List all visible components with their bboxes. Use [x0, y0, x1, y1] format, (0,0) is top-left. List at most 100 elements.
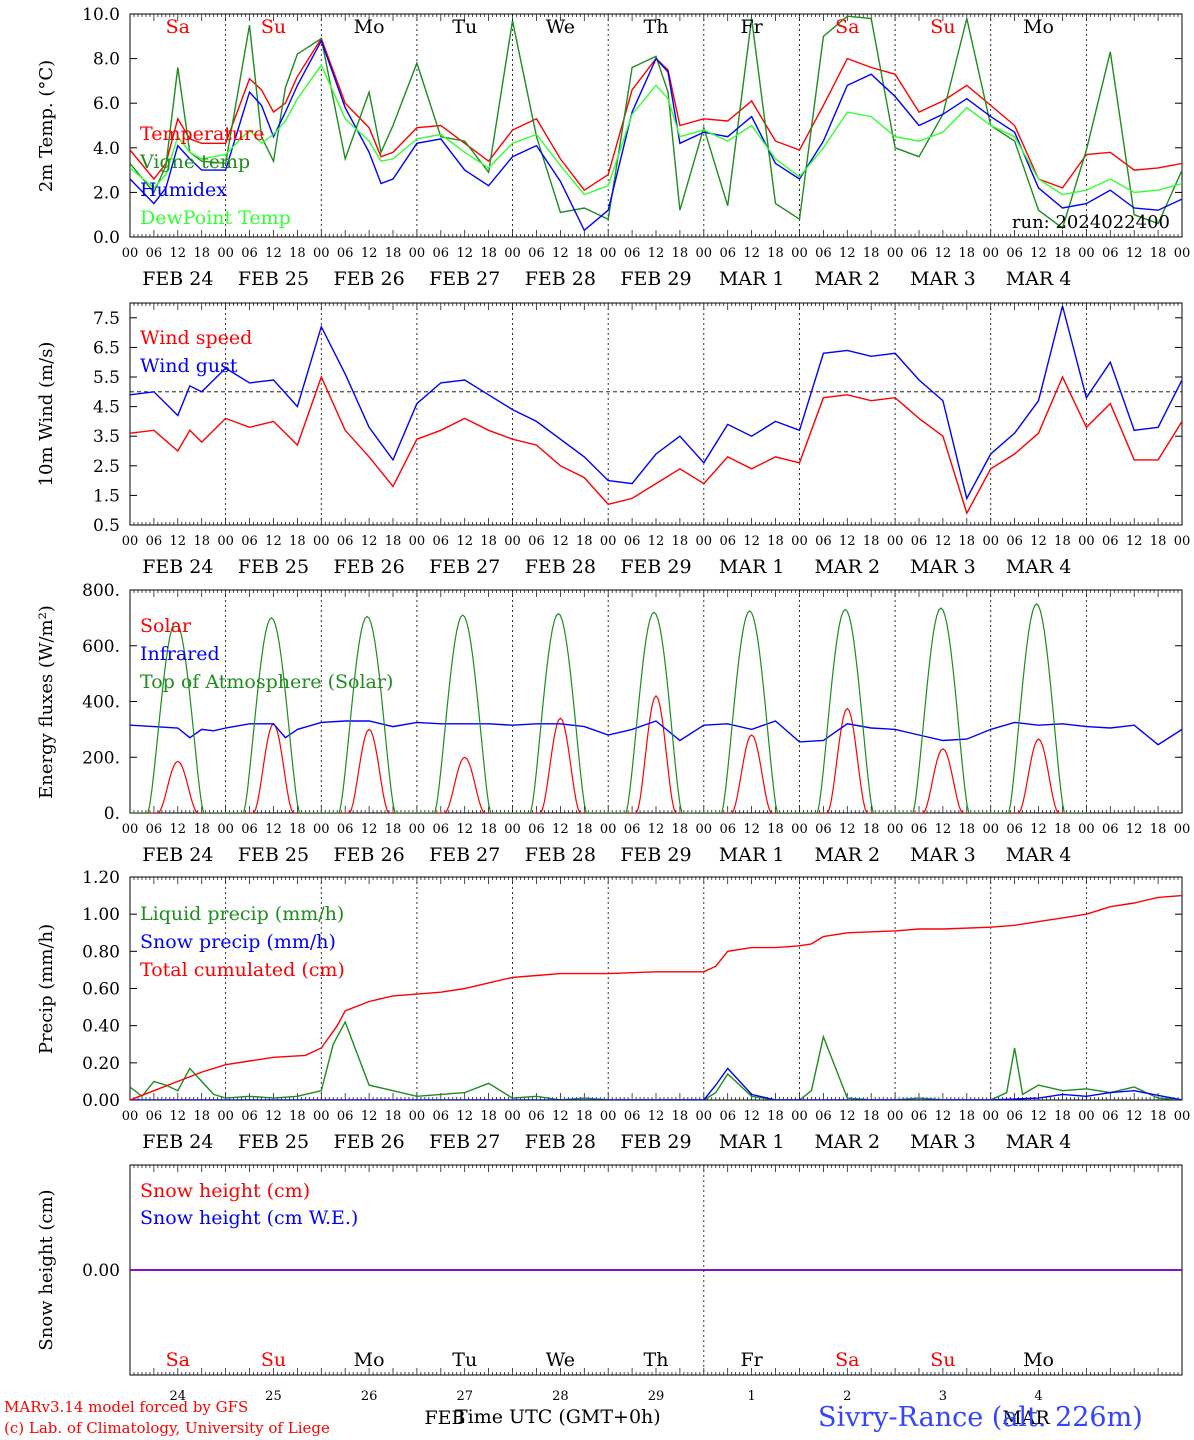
hour-label: 00 — [982, 1109, 999, 1124]
hour-label: 12 — [170, 534, 187, 549]
hour-label: 00 — [122, 534, 139, 549]
hour-label: 12 — [743, 246, 760, 261]
date-label: MAR 2 — [814, 1131, 880, 1153]
hour-label: 00 — [1174, 246, 1191, 261]
date-label: FEB 29 — [620, 1131, 691, 1153]
date-label: FEB 24 — [142, 268, 213, 290]
hour-label: 00 — [409, 246, 426, 261]
hour-label: 18 — [480, 822, 497, 837]
y-tick-label: 2.5 — [93, 457, 120, 477]
hour-label: 00 — [1174, 1109, 1191, 1124]
day-name-top: Sa — [835, 16, 859, 38]
hour-label: 12 — [456, 822, 473, 837]
hour-label: 00 — [409, 822, 426, 837]
hour-label: 12 — [839, 534, 856, 549]
hour-label: 12 — [1030, 822, 1047, 837]
series-dewpoint-temp — [130, 63, 1182, 196]
hour-label: 12 — [361, 246, 378, 261]
date-label: MAR 3 — [910, 268, 976, 290]
x-axis-title: Time UTC (GMT+0h) — [455, 1406, 661, 1428]
hour-label: 00 — [1174, 822, 1191, 837]
hour-label: 06 — [624, 534, 641, 549]
y-tick-label: 1.5 — [93, 486, 120, 506]
series-vigne-temp — [130, 15, 1182, 230]
hour-label: 06 — [719, 534, 736, 549]
hour-label: 06 — [337, 822, 354, 837]
hour-label: 18 — [193, 534, 210, 549]
hour-label: 00 — [791, 534, 808, 549]
day-number: 3 — [939, 1389, 947, 1404]
hour-label: 18 — [1150, 534, 1167, 549]
hour-label: 00 — [600, 534, 617, 549]
hour-label: 06 — [719, 246, 736, 261]
legend-entry: DewPoint Temp — [140, 207, 291, 229]
day-name-bottom: Su — [930, 1349, 955, 1371]
hour-label: 00 — [791, 1109, 808, 1124]
panel-3: 0. 200. 400. 600. 800. Energy fluxes (W/m²) 00… — [36, 581, 1190, 866]
legend-entry: Infrared — [140, 643, 220, 665]
hour-label: 00 — [217, 246, 234, 261]
hour-label: 18 — [480, 534, 497, 549]
day-name-top: We — [546, 16, 575, 38]
hour-label: 00 — [122, 246, 139, 261]
date-label: MAR 2 — [814, 556, 880, 578]
day-name-bottom: We — [546, 1349, 575, 1371]
lab-credit: (c) Lab. of Climatology, University of L… — [4, 1419, 330, 1437]
hour-label: 00 — [504, 246, 521, 261]
hour-label: 12 — [743, 822, 760, 837]
date-label: MAR 4 — [1006, 1131, 1072, 1153]
hour-label: 00 — [887, 1109, 904, 1124]
hour-label: 12 — [743, 1109, 760, 1124]
date-label: MAR 1 — [719, 844, 785, 866]
series-wind-speed — [130, 375, 1182, 516]
hour-label: 06 — [528, 246, 545, 261]
y-tick-label: 0.60 — [82, 980, 120, 1000]
date-label: FEB 26 — [333, 1131, 404, 1153]
hour-label: 18 — [1054, 534, 1071, 549]
month-label: MAR — [1002, 1407, 1050, 1429]
date-label: MAR 1 — [719, 1131, 785, 1153]
hour-label: 12 — [935, 822, 952, 837]
hour-label: 18 — [480, 246, 497, 261]
y-tick-label: 4.0 — [93, 139, 120, 159]
hour-label: 06 — [433, 822, 450, 837]
hour-label: 00 — [982, 822, 999, 837]
date-label: FEB 26 — [333, 844, 404, 866]
legend-entry: Vigne temp — [139, 151, 250, 173]
hour-label: 06 — [146, 822, 163, 837]
y-tick-label: 3.5 — [93, 427, 120, 447]
hour-label: 12 — [361, 1109, 378, 1124]
hour-label: 12 — [1030, 534, 1047, 549]
date-label: FEB 27 — [429, 268, 500, 290]
series-total-cumulated-cm — [130, 894, 1182, 1100]
y-tick-label: 0. — [104, 804, 120, 824]
hour-label: 00 — [600, 822, 617, 837]
panel-2: 0.5 1.5 2.5 3.5 4.5 5.5 6.5 7.5 10m Wind (m/s) 00… — [36, 302, 1190, 578]
hour-label: 00 — [409, 1109, 426, 1124]
hour-label: 06 — [241, 822, 258, 837]
hour-label: 00 — [217, 822, 234, 837]
hour-label: 12 — [1030, 1109, 1047, 1124]
date-label: FEB 27 — [429, 1131, 500, 1153]
hour-label: 18 — [193, 1109, 210, 1124]
y-axis-label: 10m Wind (m/s) — [36, 342, 57, 487]
hour-label: 18 — [385, 822, 402, 837]
hour-label: 00 — [122, 1109, 139, 1124]
hour-label: 06 — [1006, 1109, 1023, 1124]
hour-label: 12 — [170, 246, 187, 261]
hour-label: 06 — [911, 534, 928, 549]
hour-label: 00 — [313, 822, 330, 837]
hour-label: 00 — [791, 246, 808, 261]
panel-frame — [129, 589, 1183, 814]
hour-label: 18 — [1054, 246, 1071, 261]
hour-label: 06 — [528, 534, 545, 549]
hour-label: 06 — [337, 534, 354, 549]
hour-label: 00 — [217, 1109, 234, 1124]
hour-label: 12 — [456, 1109, 473, 1124]
day-name-bottom: Sa — [835, 1349, 859, 1371]
day-name-top: Su — [930, 16, 955, 38]
hour-label: 18 — [576, 246, 593, 261]
y-tick-label: 0.80 — [82, 942, 120, 962]
hour-label: 00 — [1078, 822, 1095, 837]
hour-label: 00 — [696, 822, 713, 837]
